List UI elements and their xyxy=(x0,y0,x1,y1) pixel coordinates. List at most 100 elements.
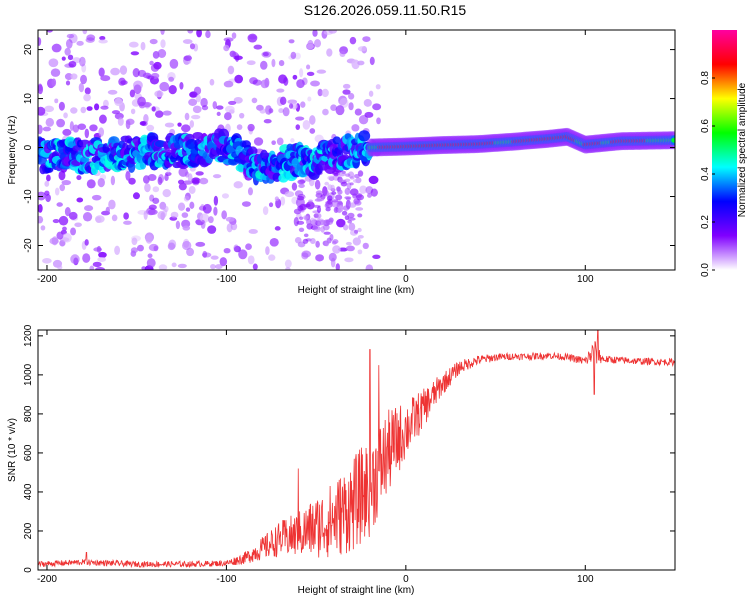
spectrogram-speckle xyxy=(129,89,136,98)
spectrogram-speckle xyxy=(342,224,349,231)
colorbar-gradient xyxy=(712,30,737,270)
spectrogram-speckle xyxy=(268,202,274,208)
spectrogram-speckle xyxy=(335,194,343,201)
spectrogram-speckle xyxy=(337,171,346,177)
spectrogram-speckle xyxy=(294,237,302,244)
snr-frame xyxy=(37,329,676,571)
spectrogram-speckle xyxy=(195,171,204,176)
x-tick-label: 0 xyxy=(403,274,409,285)
spectrogram-speckle xyxy=(268,254,276,261)
spectrogram-speckle xyxy=(227,65,235,75)
spectrogram-speckle xyxy=(183,55,192,61)
spectrogram-speckle xyxy=(312,30,318,37)
spectrogram-speckle xyxy=(212,174,222,179)
spectrogram-speckle xyxy=(125,120,131,130)
spectrogram-speckle xyxy=(130,108,136,115)
colorbar-tick-label: 0.6 xyxy=(700,119,711,133)
spectrogram-speckle xyxy=(354,229,359,234)
spectrogram-speckle xyxy=(67,54,74,61)
spectrogram-speckle xyxy=(158,264,168,270)
snr-x-ticks: -200 -100 0 100 xyxy=(37,330,594,585)
spectrogram-speckle xyxy=(100,105,109,110)
spectrogram-speckle xyxy=(335,263,340,270)
spectrogram-speckle xyxy=(260,79,269,89)
spectrogram-speckle xyxy=(247,123,255,132)
spectrogram-speckle xyxy=(290,138,295,143)
spectrogram-speckle xyxy=(285,266,291,270)
spectrogram-speckle xyxy=(157,211,166,220)
spectrogram-speckle xyxy=(199,177,209,185)
spectrogram-speckle xyxy=(74,222,82,228)
spectrogram-speckle xyxy=(38,124,43,135)
spectrogram-speckle xyxy=(130,247,138,254)
spectrogram-speckle xyxy=(110,67,120,76)
spectrogram-speckle xyxy=(84,87,91,95)
snr-panel: -200 -100 0 100 0 200 400 600 800 1000 1200 Heigh… xyxy=(7,324,676,596)
spectrogram-speckle xyxy=(324,181,330,186)
spectrogram-speckle xyxy=(140,41,146,51)
spectrogram-speckle xyxy=(352,237,361,246)
spectrogram-speckle xyxy=(292,74,298,80)
spectrogram-speckle xyxy=(239,112,245,119)
spectrogram-speckle xyxy=(316,206,322,214)
colorbar-tick-label: 0.2 xyxy=(700,215,711,229)
spectrogram-speckle xyxy=(188,98,198,106)
spectrogram-speckle xyxy=(80,74,88,85)
spectrogram-speckle xyxy=(299,216,304,220)
colorbar-tick-label: 0.8 xyxy=(700,71,711,85)
spectrogram-speckle xyxy=(238,249,248,260)
x-tick-label: -200 xyxy=(37,274,57,285)
spectrogram-speckle xyxy=(309,115,316,125)
spectrogram-speckle xyxy=(154,90,164,98)
spectrogram-speckle xyxy=(189,201,195,209)
snr-y-ticks: 0 200 400 600 800 1000 1200 xyxy=(23,324,675,573)
spectrogram-speckle xyxy=(302,119,311,130)
y-tick-label: 20 xyxy=(23,44,34,56)
spectrogram-speckle xyxy=(181,212,189,218)
spectrogram-speckle xyxy=(306,71,315,76)
spectrogram-speckle xyxy=(317,88,323,97)
spectrogram-speckle xyxy=(62,232,72,243)
spectrogram-speckle xyxy=(367,193,372,198)
spectrogram-speckle xyxy=(54,98,59,104)
spectrogram-speckle xyxy=(61,56,66,61)
spectrogram-speckle xyxy=(301,250,312,258)
spectrogram-speckle xyxy=(105,206,110,214)
spectrogram-speckle xyxy=(274,196,279,202)
spectrogram-speckle xyxy=(157,176,163,186)
spectrogram-speckle xyxy=(357,46,367,52)
spectrogram-speckle xyxy=(336,218,346,228)
spectrogram-speckle xyxy=(291,182,298,191)
spectrogram-speckle xyxy=(148,243,159,252)
snr-y-label: SNR (10 * v/v) xyxy=(7,418,18,482)
spectrogram-speckle xyxy=(56,231,64,240)
spectrogram-speckle xyxy=(181,124,191,133)
colorbar-ticks: 0.0 0.2 0.4 0.6 0.8 xyxy=(700,71,715,277)
spectrogram-speckle xyxy=(283,77,289,86)
spectrogram-speckle xyxy=(225,105,235,113)
spectrogram-speckle xyxy=(344,178,351,183)
spectrogram-speckle xyxy=(252,263,258,270)
spectrogram-speckle xyxy=(344,257,354,263)
spectrogram-speckle xyxy=(111,214,118,222)
x-tick-label: -100 xyxy=(216,574,236,585)
spectrogram-speckle xyxy=(200,219,206,229)
spectrogram-speckle xyxy=(42,258,52,264)
spectrogram-speckle xyxy=(188,186,196,194)
spectrogram-speckle xyxy=(276,88,285,93)
colorbar-label: Normalized spectral amplitude xyxy=(737,82,748,217)
y-tick-label: 400 xyxy=(23,483,34,500)
spectrogram-speckle xyxy=(221,210,227,220)
spectrogram-speckle xyxy=(262,52,269,57)
spectrogram-speckle xyxy=(349,36,357,45)
spectrogram-speckle xyxy=(69,121,74,131)
spectrogram-speckle xyxy=(315,254,324,262)
snr-series-line xyxy=(38,330,675,569)
spectrogram-speckle xyxy=(46,174,51,182)
spectrogram-speckle xyxy=(164,122,175,128)
spectrogram-speckle xyxy=(95,267,106,270)
spectrogram-speckle xyxy=(160,30,165,35)
spectrogram-speckle xyxy=(76,197,84,203)
spectrogram-plot-area xyxy=(38,30,675,270)
